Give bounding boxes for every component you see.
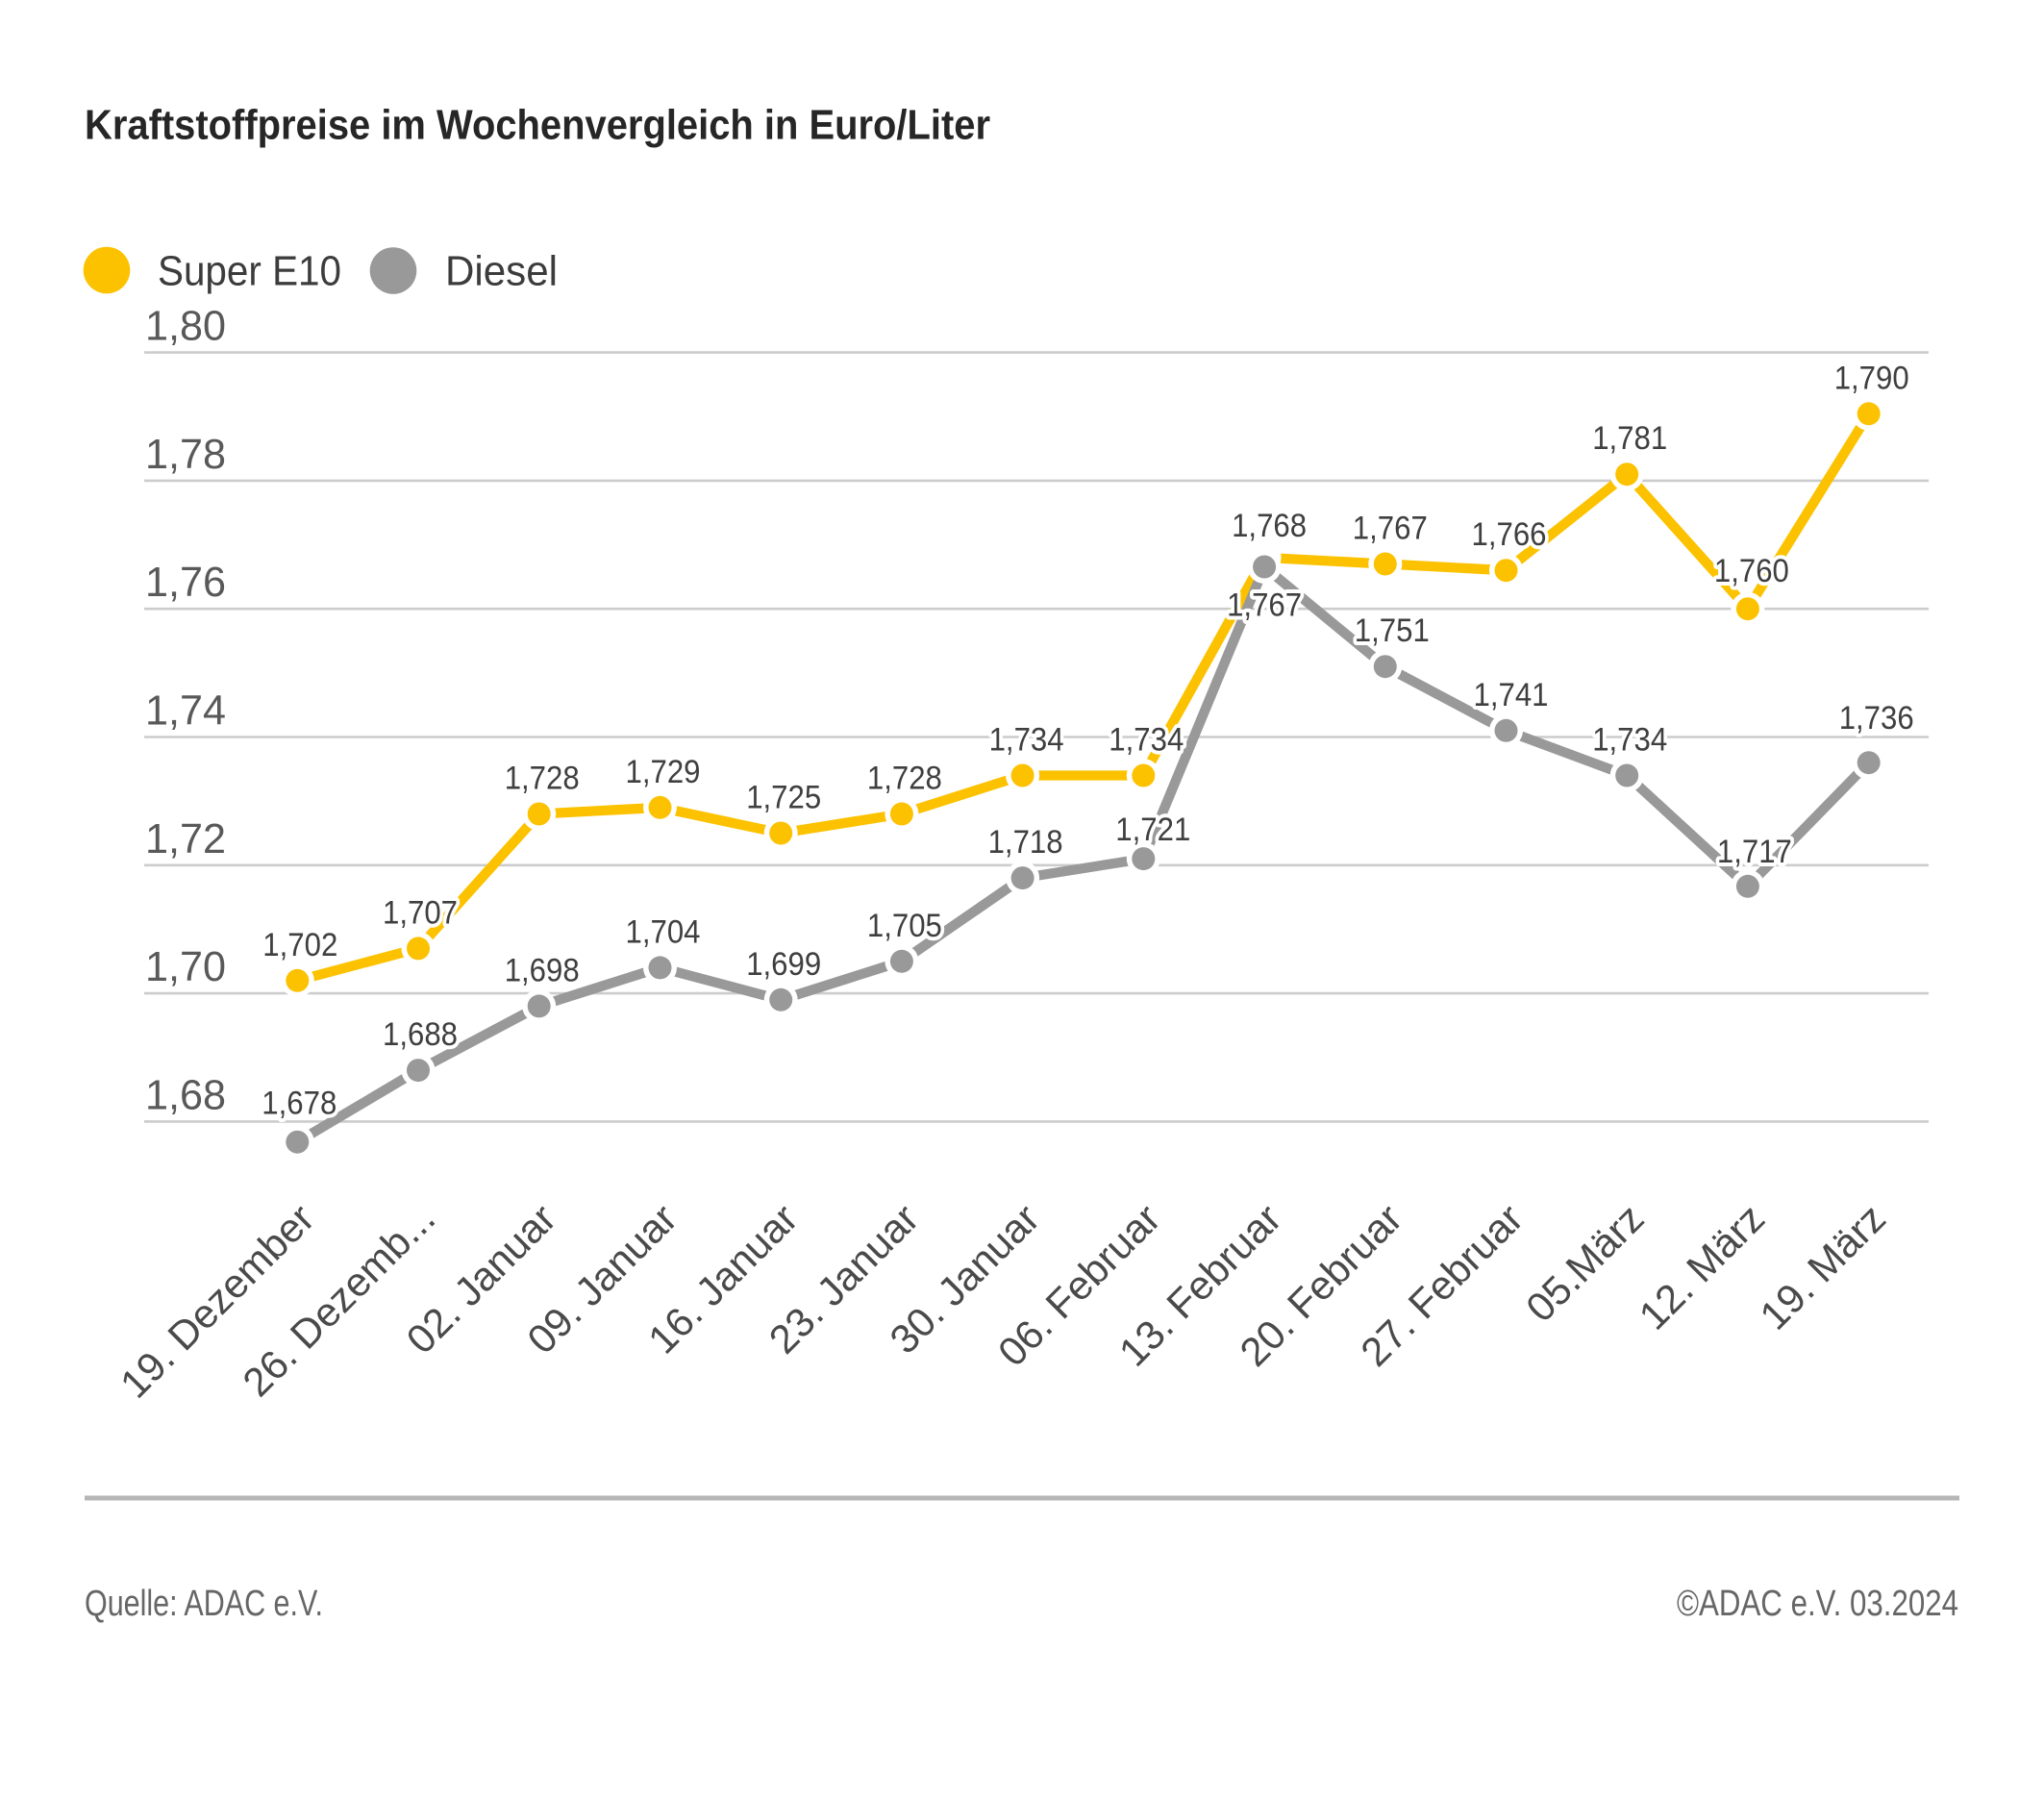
svg-text:1,678: 1,678 (262, 1086, 337, 1122)
svg-text:1,707: 1,707 (383, 894, 458, 931)
svg-text:1,76: 1,76 (145, 559, 226, 606)
svg-text:1,790: 1,790 (1834, 360, 1909, 396)
svg-text:1,734: 1,734 (1592, 722, 1667, 759)
svg-text:1,728: 1,728 (867, 761, 942, 797)
svg-text:1,734: 1,734 (1109, 722, 1184, 759)
svg-text:1,718: 1,718 (988, 824, 1063, 861)
svg-text:1,781: 1,781 (1592, 420, 1667, 457)
svg-text:1,721: 1,721 (1115, 812, 1190, 848)
svg-text:1,766: 1,766 (1472, 516, 1547, 553)
svg-text:1,688: 1,688 (383, 1016, 458, 1053)
svg-text:Diesel: Diesel (445, 248, 558, 295)
svg-text:1,760: 1,760 (1714, 553, 1789, 589)
svg-text:1,734: 1,734 (989, 722, 1064, 759)
svg-text:1,702: 1,702 (262, 927, 337, 963)
svg-text:1,751: 1,751 (1355, 612, 1430, 649)
svg-text:1,698: 1,698 (505, 952, 580, 988)
svg-text:1,80: 1,80 (145, 303, 226, 350)
svg-text:Super E10: Super E10 (158, 248, 341, 295)
svg-text:1,705: 1,705 (867, 908, 942, 944)
svg-text:1,68: 1,68 (145, 1071, 226, 1118)
svg-text:1,704: 1,704 (626, 913, 701, 950)
svg-text:Quelle: ADAC e.V.: Quelle: ADAC e.V. (85, 1584, 323, 1624)
svg-text:1,767: 1,767 (1353, 511, 1428, 547)
svg-text:1,78: 1,78 (145, 431, 226, 478)
svg-text:1,74: 1,74 (145, 687, 226, 735)
svg-text:1,768: 1,768 (1232, 508, 1307, 544)
svg-text:1,767: 1,767 (1227, 587, 1302, 624)
svg-text:Kraftstoffpreise im Wochenverg: Kraftstoffpreise im Wochenvergleich in E… (85, 102, 990, 149)
svg-text:1,729: 1,729 (626, 754, 701, 790)
svg-text:1,717: 1,717 (1717, 834, 1792, 870)
svg-text:1,728: 1,728 (505, 761, 580, 797)
svg-text:1,70: 1,70 (145, 943, 226, 990)
svg-text:1,725: 1,725 (746, 780, 821, 816)
svg-text:1,741: 1,741 (1474, 677, 1549, 713)
svg-text:1,736: 1,736 (1839, 700, 1914, 737)
svg-text:1,699: 1,699 (746, 946, 821, 983)
svg-text:©ADAC e.V. 03.2024: ©ADAC e.V. 03.2024 (1677, 1584, 1958, 1624)
svg-text:1,72: 1,72 (145, 815, 226, 862)
